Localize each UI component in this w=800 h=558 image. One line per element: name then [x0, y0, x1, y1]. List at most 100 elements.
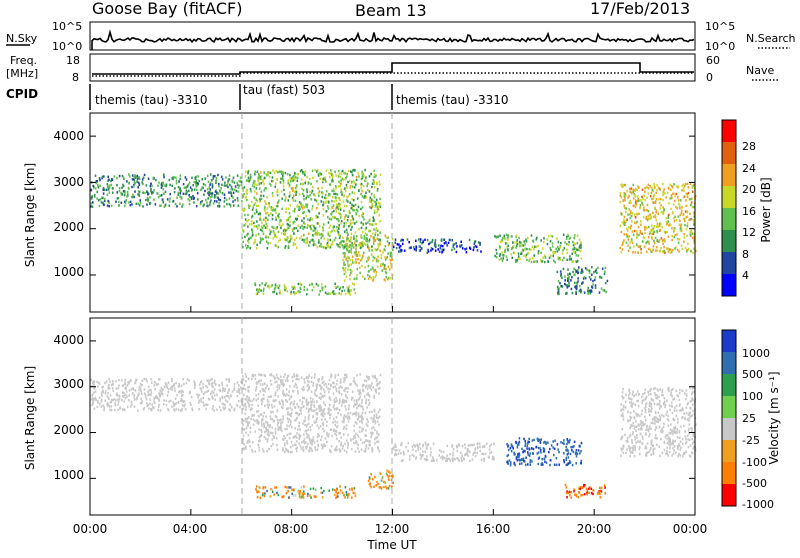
velocity-cell	[282, 415, 284, 417]
power-cell	[139, 184, 141, 186]
power-cell	[132, 178, 134, 180]
power-cell	[667, 192, 669, 194]
power-cell	[363, 185, 365, 187]
power-cell	[338, 185, 340, 187]
power-cell	[346, 276, 348, 278]
velocity-cell	[313, 415, 315, 417]
power-cell	[221, 184, 223, 186]
velocity-cell	[119, 398, 121, 400]
power-cell	[374, 248, 376, 250]
power-cell	[668, 202, 670, 204]
power-cell	[355, 292, 357, 294]
power-cell	[194, 188, 196, 190]
power-cell	[349, 202, 351, 204]
velocity-cell	[538, 451, 540, 453]
power-cell	[218, 193, 220, 195]
power-cell	[340, 176, 342, 178]
velocity-cell	[581, 460, 583, 462]
power-cell	[511, 257, 513, 259]
power-cell	[670, 252, 672, 254]
power-cell	[326, 190, 328, 192]
velocity-cell	[344, 379, 346, 381]
power-cell	[362, 275, 364, 277]
velocity-cell	[601, 490, 603, 492]
power-cell	[274, 290, 276, 292]
power-cell	[408, 241, 410, 243]
velocity-cell	[296, 386, 298, 388]
velocity-cell	[419, 443, 421, 445]
power-cell	[142, 205, 144, 207]
power-cell	[452, 239, 454, 241]
velocity-cell	[304, 381, 306, 383]
velocity-cell	[266, 450, 268, 452]
velocity-cell	[430, 454, 432, 456]
power-cell	[343, 210, 345, 212]
power-cell	[230, 188, 232, 190]
velocity-cell	[311, 424, 313, 426]
velocity-cell	[364, 379, 366, 381]
power-cell	[186, 193, 188, 195]
power-cell	[595, 276, 597, 278]
power-cell	[124, 205, 126, 207]
power-cell	[643, 236, 645, 238]
power-cell	[659, 207, 661, 209]
velocity-cell	[97, 385, 99, 387]
power-cell	[306, 188, 308, 190]
power-cell	[338, 292, 340, 294]
velocity-cell	[234, 386, 236, 388]
velocity-cell	[336, 449, 338, 451]
power-cell	[473, 246, 475, 248]
power-cell	[333, 204, 335, 206]
power-cell	[277, 189, 279, 191]
velocity-cell	[290, 433, 292, 435]
power-cell	[173, 176, 175, 178]
power-cell	[218, 202, 220, 204]
power-cell	[104, 198, 106, 200]
velocity-cell	[572, 464, 574, 466]
velocity-cell	[118, 384, 120, 386]
velocity-cell	[281, 383, 283, 385]
velocity-cell	[378, 411, 380, 413]
power-cell	[126, 180, 128, 182]
velocity-cell	[334, 433, 336, 435]
power-cell	[268, 214, 270, 216]
power-cell	[605, 282, 607, 284]
velocity-cell	[388, 487, 390, 489]
velocity-cell	[453, 458, 455, 460]
power-cell	[123, 177, 125, 179]
velocity-cell	[205, 404, 207, 406]
power-cell	[294, 239, 296, 241]
power-cell	[96, 180, 98, 182]
power-cell	[249, 247, 251, 249]
velocity-cell	[366, 406, 368, 408]
velocity-cell	[286, 449, 288, 451]
power-cell	[628, 226, 630, 228]
velocity-cell	[284, 428, 286, 430]
power-cell	[561, 277, 563, 279]
power-cell	[381, 257, 383, 259]
power-cell	[261, 198, 263, 200]
power-cell	[254, 186, 256, 188]
power-cell	[640, 220, 642, 222]
power-cell	[107, 200, 109, 202]
power-cell	[681, 210, 683, 212]
power-cell	[97, 184, 99, 186]
power-cell	[442, 249, 444, 251]
velocity-cell	[212, 391, 214, 393]
power-cell	[661, 226, 663, 228]
power-cell	[301, 188, 303, 190]
power-cell	[199, 180, 201, 182]
power-cell	[378, 245, 380, 247]
velocity-cell	[380, 473, 382, 475]
power-cell	[354, 242, 356, 244]
velocity-cell	[378, 448, 380, 450]
power-cell	[280, 219, 282, 221]
freq-panel: Freq. [MHz] 18 8 60 0 Nave	[6, 54, 780, 84]
velocity-cell	[219, 406, 221, 408]
power-cell	[632, 230, 634, 232]
power-cell	[216, 177, 218, 179]
velocity-cell	[222, 402, 224, 404]
power-cell	[372, 279, 374, 281]
velocity-cell	[264, 405, 266, 407]
power-cell	[519, 245, 521, 247]
